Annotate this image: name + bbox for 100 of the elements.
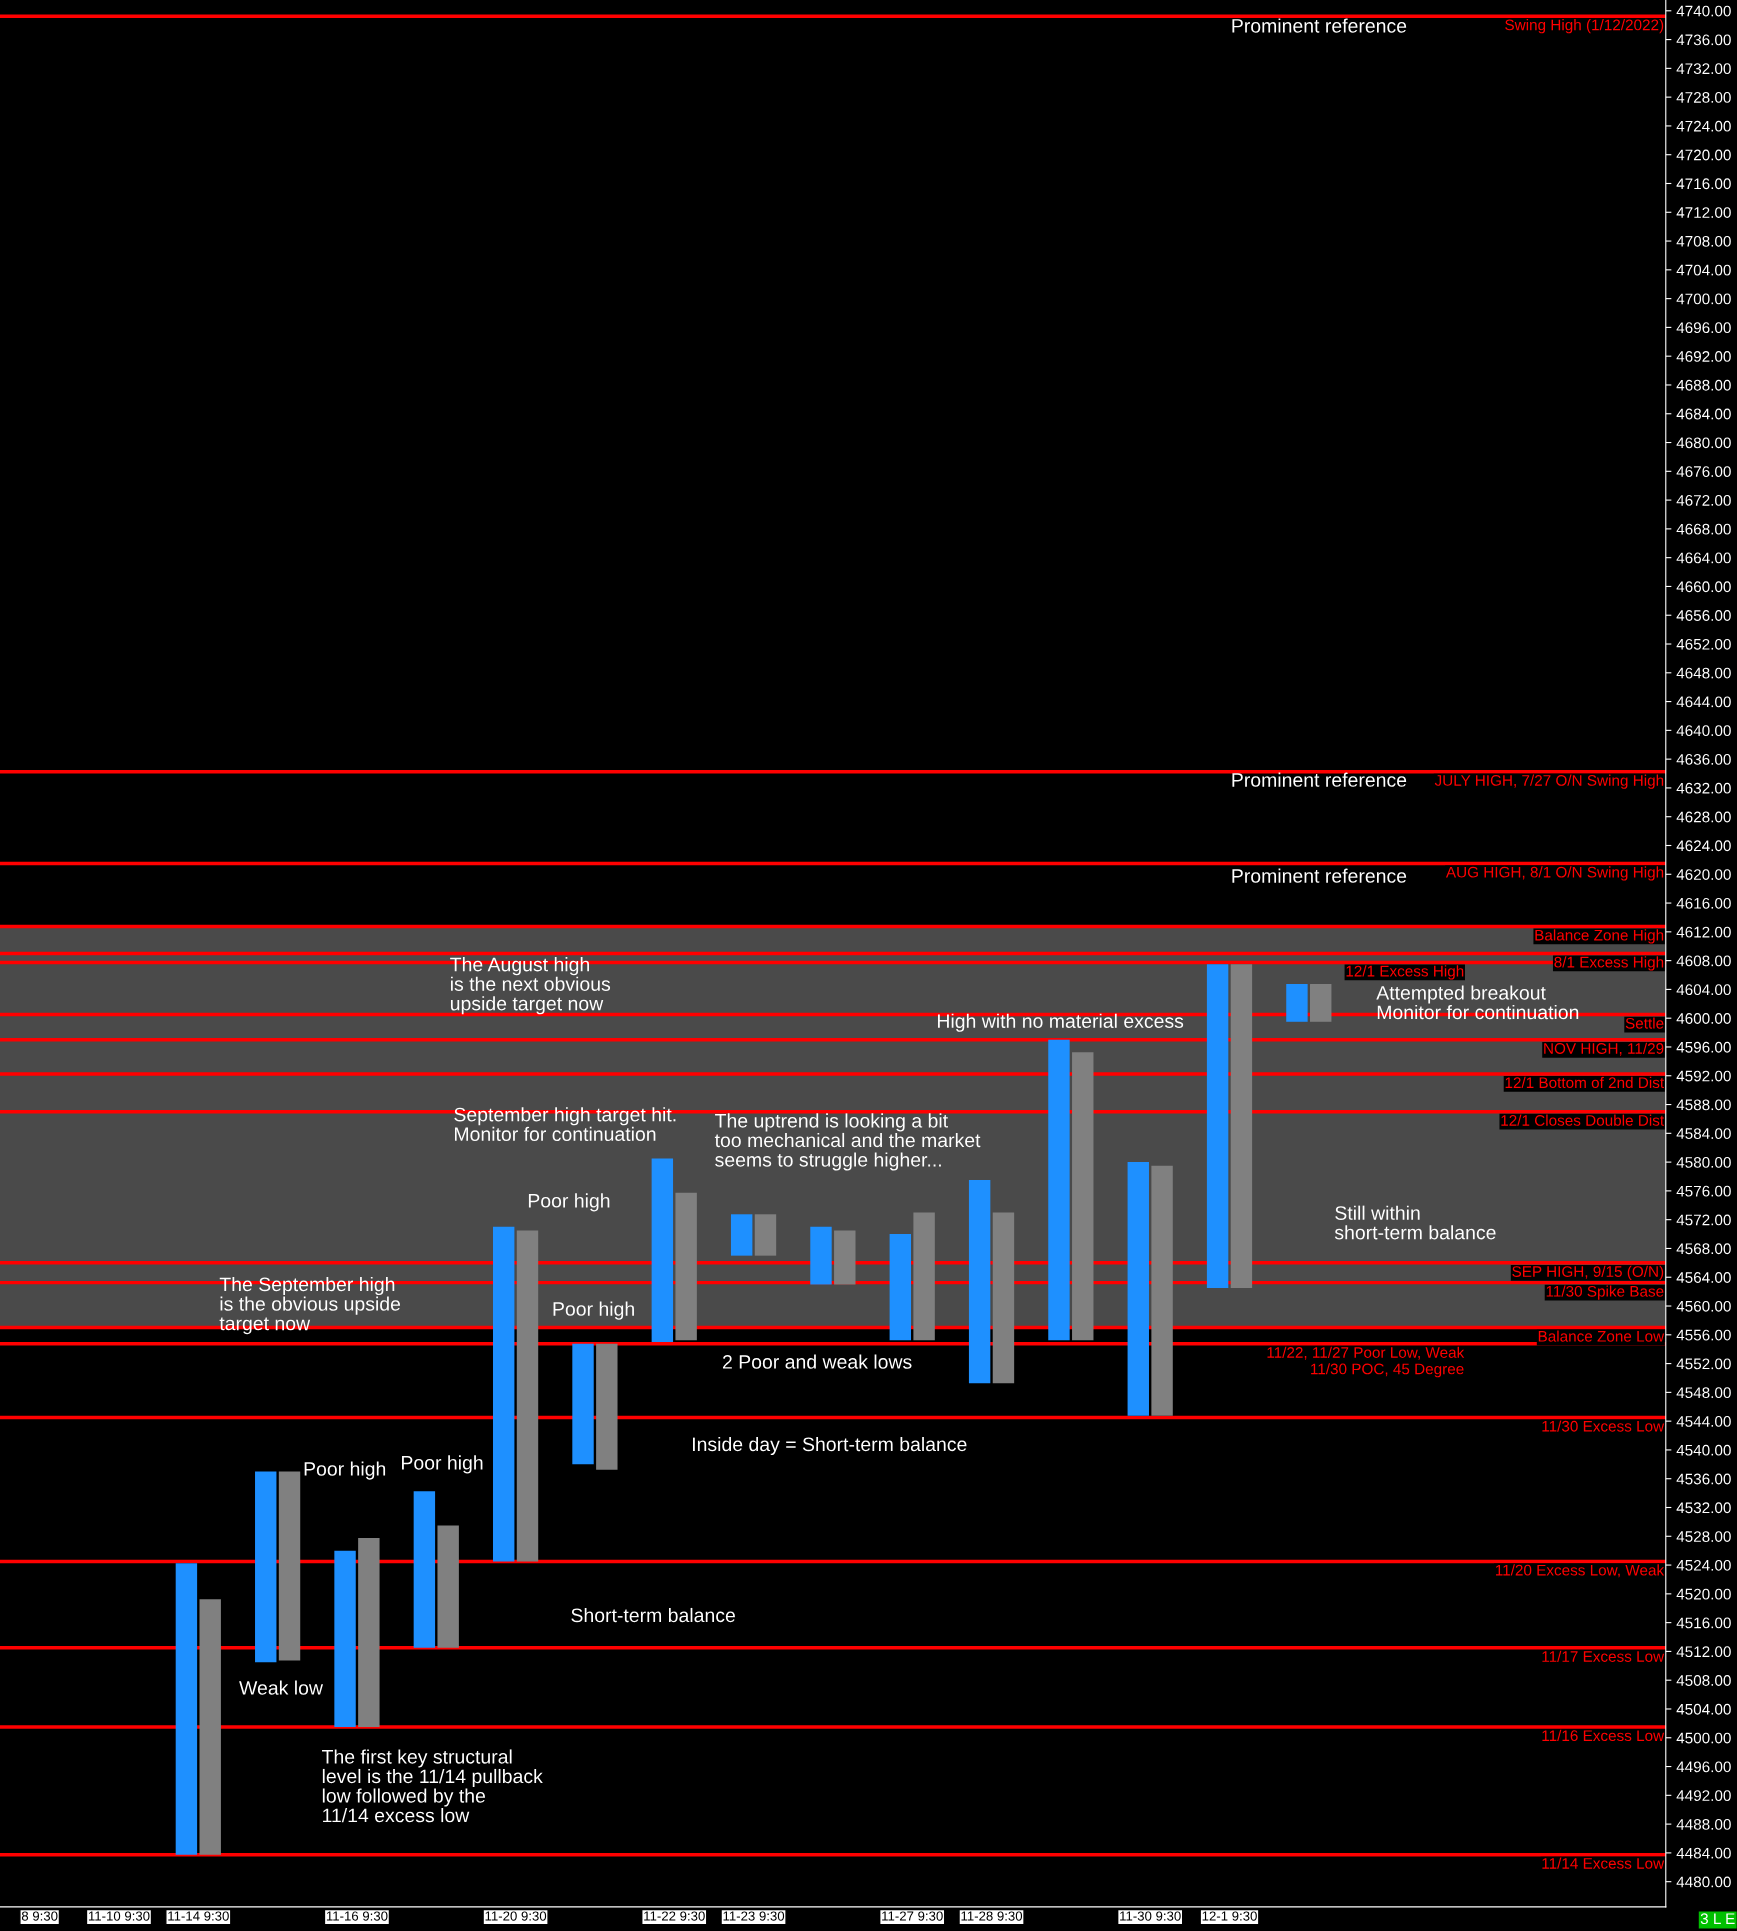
y-tick-label: 4692.00: [1676, 351, 1731, 362]
bar: [992, 1212, 1015, 1384]
ref-line-label: 8/1 Excess High: [1554, 956, 1664, 971]
y-tick-label: 4616.00: [1676, 897, 1731, 909]
y-tick-label: 4600.00: [1676, 1013, 1731, 1024]
y-tick-label: 4568.00: [1676, 1243, 1731, 1255]
y-tick-label: 4520.00: [1676, 1588, 1731, 1600]
y-tick-label: 4696.00: [1676, 322, 1731, 334]
y-tick-label: 4700.00: [1676, 293, 1731, 305]
y-tick-label: 4660.00: [1676, 581, 1731, 593]
bar: [334, 1550, 356, 1727]
y-tick-label: 4480.00: [1676, 1876, 1731, 1888]
x-tick-label: 11-22 9:30: [644, 1911, 705, 1921]
ref-line-label: 11/30 Excess Low: [1542, 1420, 1665, 1432]
y-tick-label: 4576.00: [1676, 1185, 1731, 1197]
y-tick-label: 4484.00: [1676, 1847, 1731, 1859]
bar: [175, 1563, 198, 1855]
ref-line-label: 12/1 Closes Double Dist: [1501, 1114, 1665, 1126]
y-tick-label: 4500.00: [1676, 1732, 1731, 1744]
bar: [889, 1234, 912, 1341]
annotation: Inside day = Short-term balance: [693, 1436, 967, 1456]
ref-line-label: Swing High (1/12/2022): [1505, 19, 1664, 34]
bar: [730, 1214, 753, 1256]
y-tick-label: 4564.00: [1676, 1272, 1731, 1283]
bar: [968, 1180, 991, 1384]
y-tick-label: 4688.00: [1676, 379, 1731, 391]
bar: [754, 1214, 777, 1256]
ref-line-label: JULY HIGH, 7/27 O/N Swing High: [1434, 774, 1664, 789]
x-tick-label: 11-30 9:30: [1120, 1911, 1181, 1921]
y-tick-label: 4640.00: [1676, 725, 1731, 737]
y-tick-label: 4508.00: [1676, 1675, 1731, 1686]
ref-line-label: Settle: [1625, 1017, 1664, 1029]
bar: [1127, 1162, 1149, 1416]
y-tick-label: 4632.00: [1676, 782, 1731, 794]
bar: [437, 1525, 459, 1648]
annotation: Poor high: [553, 1301, 634, 1320]
y-tick-label: 4680.00: [1676, 437, 1731, 449]
y-tick-label: 4740.00: [1676, 5, 1731, 17]
ref-line-label: Balance Zone High: [1535, 929, 1664, 944]
bar: [810, 1226, 832, 1285]
bar: [255, 1471, 277, 1663]
y-tick-label: 4548.00: [1676, 1387, 1731, 1399]
ref-line-label: 12/1 Bottom of 2nd Dist: [1505, 1076, 1665, 1089]
y-tick-label: 4528.00: [1676, 1531, 1731, 1542]
ref-line-label: 11/22, 11/27 Poor Low, Weak 11/30 POC, 45 Degree: [1267, 1346, 1465, 1378]
y-tick-label: 4516.00: [1676, 1617, 1731, 1629]
x-tick-label: 12-1 9:30: [1202, 1911, 1257, 1921]
y-tick-label: 4672.00: [1676, 494, 1731, 506]
bar: [1151, 1165, 1173, 1416]
annotation: High with no material excess: [937, 1013, 1184, 1032]
y-tick-label: 4636.00: [1676, 754, 1731, 765]
y-tick-label: 4716.00: [1676, 178, 1731, 190]
x-tick-label: 11-20 9:30: [485, 1911, 547, 1921]
ref-line-label: SEP HIGH, 9/15 (O/N): [1512, 1265, 1664, 1280]
y-tick-label: 4608.00: [1676, 955, 1731, 967]
y-tick-label: 4584.00: [1676, 1128, 1731, 1140]
annotation: 2 Poor and weak lows: [722, 1354, 912, 1369]
annotation: Short-term balance: [571, 1607, 735, 1623]
y-tick-label: 4536.00: [1676, 1473, 1731, 1485]
annotation: Prominent reference: [1232, 18, 1407, 33]
bar: [596, 1343, 618, 1470]
y-tick-label: 4728.00: [1676, 92, 1731, 103]
bar: [1230, 964, 1253, 1289]
y-tick-label: 4720.00: [1676, 149, 1731, 161]
bar: [1310, 984, 1332, 1022]
bar: [413, 1491, 436, 1648]
y-tick-label: 4620.00: [1676, 869, 1731, 880]
y-tick-label: 4540.00: [1676, 1444, 1731, 1456]
y-tick-label: 4708.00: [1676, 235, 1731, 247]
x-tick-label: 11-28 9:30: [961, 1911, 1023, 1921]
y-tick-label: 4556.00: [1676, 1329, 1731, 1341]
annotation: Weak low: [239, 1680, 324, 1695]
y-tick-label: 4504.00: [1676, 1703, 1731, 1715]
bar: [278, 1471, 301, 1661]
y-tick-label: 4580.00: [1676, 1156, 1731, 1168]
bar: [1048, 1039, 1070, 1341]
y-tick-label: 4656.00: [1676, 610, 1731, 621]
ref-line-label: NOV HIGH, 11/29: [1544, 1042, 1664, 1056]
y-tick-label: 4588.00: [1676, 1099, 1731, 1111]
annotation: Still within short-term balance: [1334, 1205, 1496, 1240]
ref-line-label: 11/20 Excess Low, Weak: [1495, 1564, 1665, 1578]
y-tick-label: 4492.00: [1676, 1790, 1731, 1802]
annotation: Poor high: [402, 1455, 483, 1474]
annotation: Prominent reference: [1232, 868, 1407, 883]
y-tick-label: 4596.00: [1676, 1041, 1731, 1053]
annotation: The first key structural level is the 11/14 pullback low followed by the 11/14 excess low: [322, 1749, 543, 1823]
y-tick-label: 4724.00: [1676, 120, 1731, 132]
bar: [1206, 964, 1229, 1289]
annotation: The uptrend is looking a bit too mechanical and the market seems to struggle higher...: [714, 1113, 981, 1171]
x-tick-label: 11-27 9:30: [882, 1911, 943, 1921]
bar: [1072, 1052, 1094, 1341]
y-tick-label: 4676.00: [1676, 466, 1731, 478]
y-tick-label: 4560.00: [1676, 1300, 1731, 1312]
x-tick-label: 11-14 9:30: [168, 1911, 229, 1921]
annotation: Poor high: [528, 1193, 610, 1212]
y-tick-label: 4604.00: [1676, 984, 1731, 996]
ref-line-label: AUG HIGH, 8/1 O/N Swing High: [1445, 866, 1664, 881]
bar: [572, 1343, 594, 1465]
ref-line-label: 11/17 Excess Low: [1542, 1650, 1665, 1662]
y-tick-label: 4664.00: [1676, 552, 1731, 564]
